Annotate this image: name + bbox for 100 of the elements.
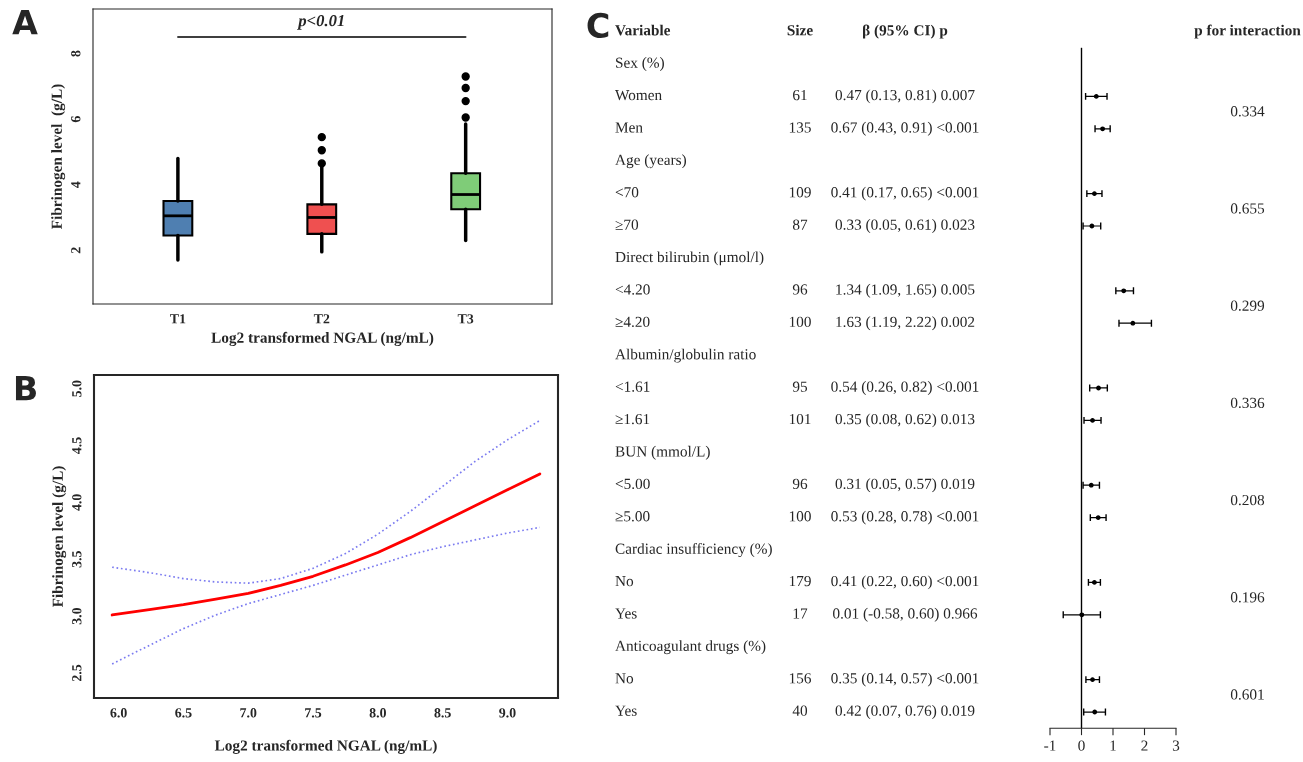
text: 100 bbox=[789, 316, 811, 328]
y-tick-label: 4 bbox=[71, 181, 81, 188]
x-tick-label: 7.0 bbox=[240, 708, 257, 718]
text: ≥70 bbox=[615, 219, 639, 230]
text: 0.42 (0.07, 0.76) 0.019 bbox=[835, 705, 975, 719]
text: 0.01 (-0.58, 0.60) 0.966 bbox=[833, 607, 978, 622]
point bbox=[1079, 612, 1085, 618]
y-axis-title: Fibrinogen level (g/L) bbox=[51, 84, 66, 230]
text: 96 bbox=[792, 478, 808, 490]
text: 0.35 (0.08, 0.62) 0.013 bbox=[835, 413, 975, 428]
y-tick-label: 5.0 bbox=[72, 380, 82, 397]
text: Cardiac insufficiency (%) bbox=[615, 542, 772, 558]
text: Yes bbox=[615, 608, 637, 619]
x-tick-label: -1 bbox=[1044, 740, 1056, 751]
text: Direct bilirubin (μmol/l) bbox=[615, 251, 764, 266]
text: ≥4.20 bbox=[615, 316, 650, 328]
text: 0.41 (0.17, 0.65) <0.001 bbox=[831, 186, 979, 201]
text: 0.601 bbox=[1230, 689, 1264, 700]
text: Men bbox=[615, 122, 643, 133]
text: <1.61 bbox=[615, 381, 650, 392]
y-tick-label: 3.0 bbox=[72, 607, 82, 625]
text: 0.196 bbox=[1230, 592, 1265, 603]
text: 95 bbox=[792, 381, 808, 392]
point bbox=[1130, 320, 1136, 326]
text: C bbox=[587, 12, 609, 39]
text: Yes bbox=[615, 705, 637, 716]
x-tick-label: T1 bbox=[170, 314, 186, 324]
text: 101 bbox=[789, 413, 811, 425]
text: Age (years) bbox=[615, 154, 687, 169]
text: <5.00 bbox=[615, 478, 650, 490]
text: 179 bbox=[789, 575, 811, 587]
text: 0.67 (0.43, 0.91) <0.001 bbox=[831, 121, 979, 136]
x-axis-title: Log2 transformed NGAL (ng/mL) bbox=[211, 331, 434, 346]
x-tick-label: 6.5 bbox=[175, 708, 192, 718]
point bbox=[1095, 515, 1101, 520]
text: β (95% CI) p bbox=[863, 24, 948, 39]
text: 0.31 (0.05, 0.57) 0.019 bbox=[835, 478, 975, 493]
point bbox=[1089, 223, 1095, 229]
text: 0.655 bbox=[1230, 203, 1265, 214]
text: Size bbox=[787, 24, 813, 36]
point bbox=[1092, 709, 1098, 715]
y-tick-label: 6 bbox=[71, 116, 81, 123]
text: No bbox=[615, 576, 634, 587]
x-tick-label: 7.5 bbox=[305, 708, 322, 718]
x-tick-label: 8.0 bbox=[369, 708, 386, 718]
line-series bbox=[111, 419, 541, 584]
text: 0.47 (0.13, 0.81) 0.007 bbox=[835, 89, 975, 104]
text: 0.33 (0.05, 0.61) 0.023 bbox=[835, 219, 975, 233]
y-tick-label: 8 bbox=[71, 50, 81, 57]
point bbox=[1090, 418, 1095, 423]
x-tick-label: T2 bbox=[313, 314, 330, 324]
point bbox=[1088, 482, 1094, 488]
x-tick-label: 3 bbox=[1172, 740, 1180, 751]
text: 1.63 (1.19, 2.22) 0.002 bbox=[836, 316, 975, 331]
text: 1.34 (1.09, 1.65) 0.005 bbox=[836, 283, 975, 298]
text: 0.336 bbox=[1230, 397, 1265, 409]
text: Variable bbox=[615, 24, 671, 36]
text: 0.35 (0.14, 0.57) <0.001 bbox=[831, 672, 979, 687]
text: 87 bbox=[792, 219, 808, 230]
point bbox=[1096, 385, 1101, 391]
text: 0.334 bbox=[1230, 106, 1265, 117]
text: B bbox=[15, 376, 36, 401]
text: Anticoagulant drugs (%) bbox=[615, 640, 766, 655]
text: 96 bbox=[792, 284, 808, 295]
text: 109 bbox=[789, 187, 811, 198]
y-axis-title: Fibrinogen level (g/L) bbox=[52, 466, 67, 608]
y-tick-label: 2 bbox=[71, 247, 81, 254]
text: A bbox=[12, 10, 38, 35]
x-tick-label: 1 bbox=[1110, 740, 1116, 751]
text: 0.299 bbox=[1230, 300, 1265, 311]
text: 61 bbox=[793, 89, 807, 101]
x-tick-label: 8.5 bbox=[434, 708, 451, 718]
text: ≥1.61 bbox=[615, 413, 650, 425]
y-tick-label: 3.5 bbox=[72, 551, 82, 568]
point bbox=[1092, 580, 1097, 585]
text: 100 bbox=[789, 511, 811, 522]
y-tick-label: 4.5 bbox=[72, 437, 82, 454]
x-tick-label: 2 bbox=[1141, 740, 1148, 751]
text: 0.41 (0.22, 0.60) <0.001 bbox=[831, 575, 979, 590]
point bbox=[1090, 677, 1095, 682]
text: 0.53 (0.28, 0.78) <0.001 bbox=[831, 510, 979, 525]
x-tick-label: 0 bbox=[1078, 740, 1085, 751]
text: Women bbox=[615, 90, 662, 101]
point bbox=[1121, 288, 1127, 294]
text: No bbox=[615, 673, 634, 684]
y-tick-label: 2.5 bbox=[72, 664, 82, 682]
text: Sex (%) bbox=[616, 57, 664, 71]
point bbox=[1092, 191, 1097, 196]
text: BUN (mmol/L) bbox=[615, 445, 710, 460]
x-tick-label: T3 bbox=[457, 314, 474, 324]
point bbox=[1093, 94, 1099, 99]
text: p for interaction bbox=[1194, 24, 1301, 39]
y-tick-label: 4.0 bbox=[72, 494, 82, 511]
text: 0.208 bbox=[1230, 494, 1265, 506]
point bbox=[1100, 126, 1106, 132]
text: ≥5.00 bbox=[615, 511, 650, 522]
text: 17 bbox=[793, 608, 808, 619]
annotation: p<0.01 bbox=[297, 15, 344, 30]
x-tick-label: 9.0 bbox=[499, 708, 516, 718]
text: Albumin/globulin ratio bbox=[615, 348, 756, 363]
